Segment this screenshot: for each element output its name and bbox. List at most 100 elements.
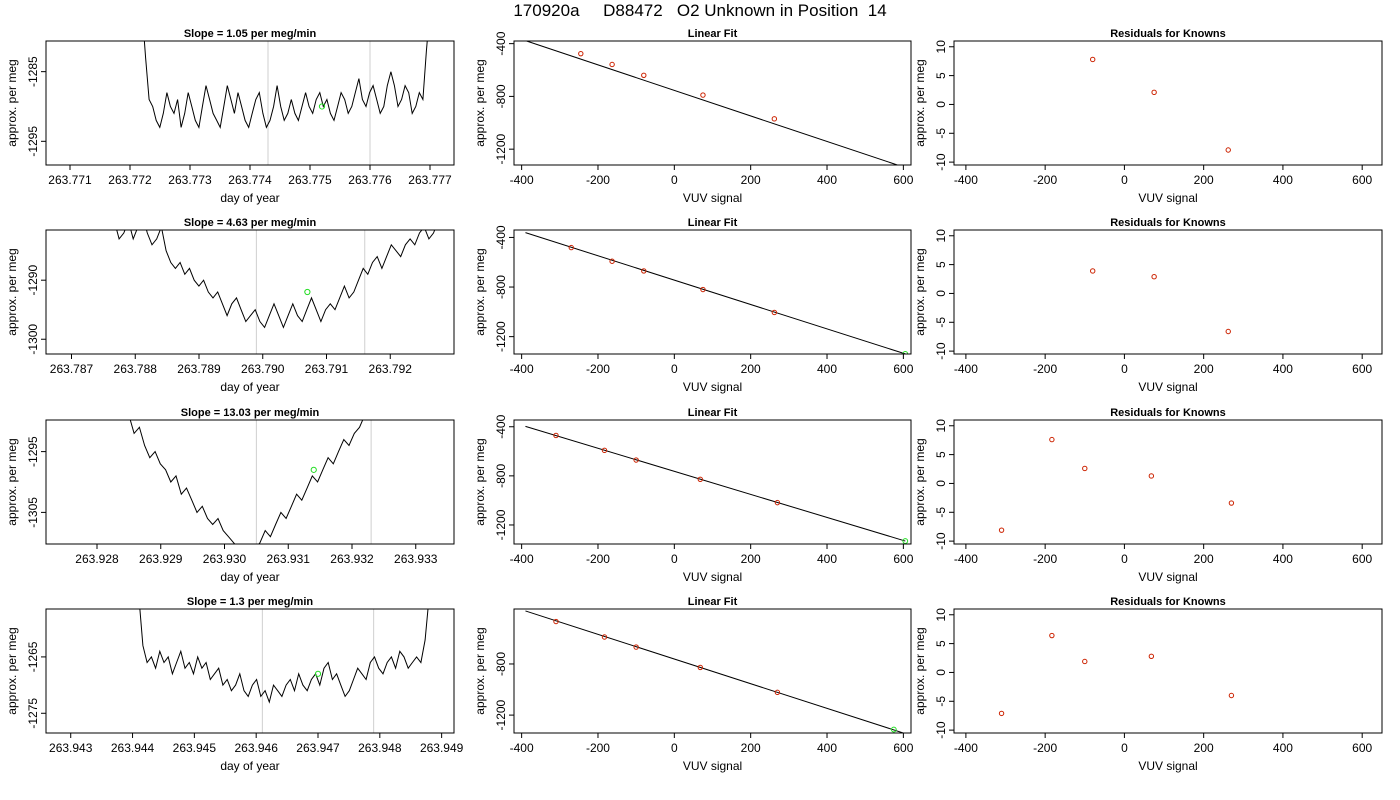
x-tick-label: 600	[893, 362, 913, 376]
known-point	[553, 432, 559, 439]
x-tick-label: 600	[1352, 552, 1372, 566]
x-tick-label: 400	[817, 741, 837, 755]
x-tick-label: 400	[1273, 552, 1293, 566]
x-tick-label: 0	[671, 552, 678, 566]
x-tick-label: 263.789	[177, 362, 221, 376]
unknown-point	[902, 538, 909, 544]
x-tick-label: 600	[1352, 741, 1372, 755]
x-tick-label: 263.943	[49, 741, 93, 755]
known-point	[578, 50, 584, 57]
residual-point	[1225, 147, 1231, 153]
x-tick-label: 263.945	[173, 741, 217, 755]
x-tick-label: 263.772	[108, 173, 152, 187]
x-tick-label: 0	[1121, 173, 1128, 187]
known-point	[771, 116, 778, 122]
known-point	[700, 92, 706, 98]
known-point	[697, 664, 703, 671]
x-tick-label: -200	[1033, 362, 1057, 376]
x-tick-label: 0	[1121, 362, 1128, 376]
known-point	[601, 634, 608, 640]
x-tick-label: 0	[671, 173, 678, 187]
x-tick-label: -200	[586, 741, 610, 755]
y-tick-label: -1305	[26, 497, 40, 528]
x-tick-label: -400	[510, 173, 534, 187]
x-tick-label: 263.928	[75, 552, 119, 566]
x-tick-label: 263.949	[420, 741, 464, 755]
x-axis-label: VUV signal	[683, 191, 742, 205]
residual-point	[1049, 436, 1055, 443]
x-tick-label: 600	[1352, 362, 1372, 376]
y-tick-label: -1290	[26, 265, 40, 296]
residual-point	[1228, 500, 1235, 506]
known-point	[568, 244, 574, 251]
y-tick-label: -1200	[494, 321, 508, 352]
data-layer	[1090, 268, 1231, 335]
data-layer	[525, 232, 909, 354]
y-tick-label: -1295	[26, 436, 40, 467]
y-tick-label: -5	[934, 317, 948, 328]
y-tick-label: -800	[494, 84, 508, 108]
residual-point	[1225, 328, 1231, 335]
x-tick-label: -400	[954, 741, 978, 755]
data-layer	[998, 632, 1235, 717]
y-axis-label: approx. per meg	[473, 59, 487, 146]
residual-point	[998, 527, 1005, 533]
panel-title: Slope = 1.3 per meg/min	[187, 596, 314, 608]
y-tick-label: -1295	[26, 126, 40, 157]
y-tick-label: -1200	[494, 134, 508, 165]
x-tick-label: 263.774	[228, 173, 272, 187]
x-tick-label: 263.944	[111, 741, 155, 755]
y-tick-label: 10	[934, 229, 948, 243]
plot-frame	[45, 40, 455, 166]
plot-frame	[513, 419, 912, 545]
plot-frame	[953, 608, 1383, 734]
y-tick-label: 5	[934, 640, 948, 647]
x-axis-label: day of year	[220, 191, 279, 205]
x-tick-label: -200	[1033, 552, 1057, 566]
panel-title: Slope = 13.03 per meg/min	[181, 407, 320, 419]
data-layer	[525, 425, 909, 544]
y-tick-label: -1200	[494, 509, 508, 540]
y-tick-label: -800	[494, 652, 508, 676]
known-point	[601, 447, 608, 454]
x-axis-label: VUV signal	[1138, 570, 1197, 584]
x-tick-label: 400	[817, 552, 837, 566]
y-tick-label: -800	[494, 275, 508, 299]
x-tick-label: 263.776	[348, 173, 392, 187]
x-tick-label: -200	[586, 362, 610, 376]
signal-trace	[129, 420, 364, 544]
residual-point	[1151, 274, 1157, 280]
panel-time-row-2: Slope = 4.63 per meg/min 263.787 263.788 26…	[5, 217, 455, 394]
y-tick-label: 0	[934, 290, 948, 297]
plot-frame	[953, 40, 1383, 166]
y-tick-label: -5	[934, 507, 948, 518]
y-axis-label: approx. per meg	[5, 248, 19, 335]
x-tick-label: 600	[893, 741, 913, 755]
y-tick-label: -1300	[26, 324, 40, 355]
residual-point	[1151, 89, 1157, 96]
x-tick-label: 263.933	[394, 552, 438, 566]
y-tick-label: -400	[494, 31, 508, 55]
plot-frame	[513, 40, 912, 166]
residual-point	[1049, 632, 1055, 639]
panel-fit-row-3: Linear Fit -400 -200 0 200 400 600 -400 -800 -120…	[473, 407, 914, 584]
y-tick-label: -1200	[494, 699, 508, 730]
panel-time-row-3: Slope = 13.03 per meg/min 263.928 263.929 2…	[5, 407, 455, 584]
x-axis-label: day of year	[220, 380, 279, 394]
y-tick-label: -10	[934, 153, 948, 171]
y-axis-label: approx. per meg	[913, 248, 927, 335]
known-point	[553, 618, 559, 625]
panel-fit-row-4: Linear Fit -400 -200 0 200 400 600 -800 -1200 VUV…	[473, 596, 914, 773]
x-tick-label: 263.792	[369, 362, 413, 376]
x-tick-label: 400	[817, 173, 837, 187]
known-point	[700, 286, 706, 293]
x-tick-label: 263.948	[358, 741, 402, 755]
x-tick-label: -400	[510, 552, 534, 566]
signal-trace	[116, 230, 436, 329]
panel-resid-row-3: Residuals for Knowns -400 -200 0 200 400 600 10…	[913, 407, 1383, 584]
signal-trace	[143, 41, 428, 129]
panel-title: Residuals for Knowns	[1110, 217, 1226, 229]
x-tick-label: 200	[1194, 362, 1214, 376]
x-tick-label: 200	[741, 173, 761, 187]
